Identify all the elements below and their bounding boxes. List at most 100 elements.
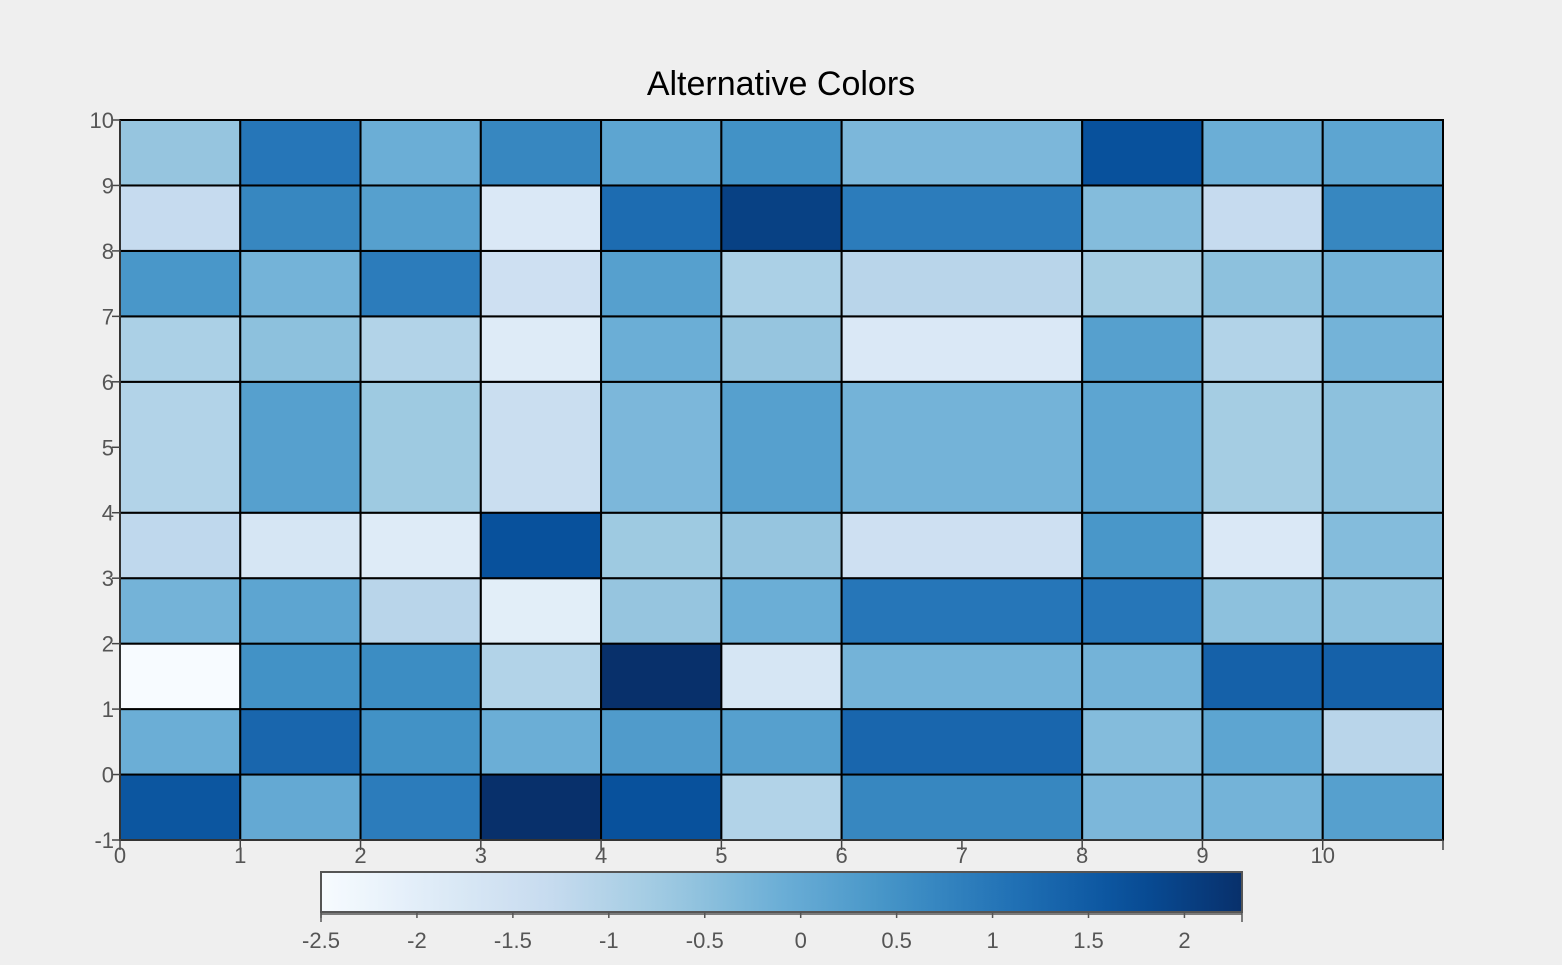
colorbar-tick-label: 1.5: [1073, 928, 1104, 953]
heatmap-cell: [1321, 380, 1445, 514]
y-tick-label: 1: [102, 697, 114, 722]
y-tick-label: 10: [90, 108, 114, 133]
heatmap-cell: [359, 184, 482, 252]
heatmap-cell: [720, 773, 843, 842]
heatmap-cell: [1321, 315, 1445, 383]
y-tick-label: 2: [102, 632, 114, 657]
heatmap-cell: [840, 708, 1084, 776]
heatmap-cell: [840, 642, 1084, 711]
heatmap-cell: [359, 511, 482, 580]
heatmap-cell: [239, 511, 362, 580]
heatmap-cell: [1321, 249, 1445, 318]
heatmap-cell: [479, 315, 603, 383]
x-tick-label: 3: [475, 843, 487, 868]
heatmap-cell: [720, 642, 843, 711]
heatmap-cell: [359, 773, 482, 842]
heatmap-cell: [840, 315, 1084, 383]
heatmap-cell: [720, 577, 843, 645]
heatmap-cell: [479, 708, 603, 776]
heatmap-cell: [1081, 773, 1204, 842]
heatmap-cell: [1081, 642, 1204, 711]
heatmap-cell: [239, 642, 362, 711]
heatmap-cell: [600, 773, 723, 842]
heatmap-cell: [479, 577, 603, 645]
x-tick-label: 6: [836, 843, 848, 868]
heatmap-cell: [600, 708, 723, 776]
colorbar-tick-label: 2: [1178, 928, 1190, 953]
y-tick-label: 7: [102, 304, 114, 329]
heatmap-cell: [600, 577, 723, 645]
y-tick-label: 0: [102, 763, 114, 788]
heatmap-cell: [840, 119, 1084, 187]
x-tick-label: 7: [956, 843, 968, 868]
heatmap-cell: [840, 184, 1084, 252]
y-tick-label: 9: [102, 173, 114, 198]
heatmap-cell: [479, 642, 603, 711]
heatmap-cell: [239, 773, 362, 842]
heatmap-cell: [1201, 315, 1324, 383]
heatmap-cell: [720, 249, 843, 318]
heatmap-cell: [479, 380, 603, 514]
heatmap-cell: [119, 184, 242, 252]
heatmap-cell: [239, 119, 362, 187]
colorbar-tick-label: 0: [795, 928, 807, 953]
heatmap-cell: [119, 511, 242, 580]
colorbar-tick-label: -2.5: [302, 928, 340, 953]
heatmap-cell: [119, 119, 242, 187]
y-tick-label: -1: [94, 828, 114, 853]
heatmap-cell: [479, 184, 603, 252]
heatmap-cell: [239, 184, 362, 252]
heatmap-cell: [600, 380, 723, 514]
heatmap-cell: [600, 642, 723, 711]
x-tick-label: 1: [234, 843, 246, 868]
y-tick-label: 5: [102, 435, 114, 460]
heatmap-cell: [119, 380, 242, 514]
heatmap-cell: [1201, 577, 1324, 645]
colorbar-tick-label: -2: [407, 928, 427, 953]
heatmap-cell: [1321, 511, 1445, 580]
heatmap-cell: [359, 642, 482, 711]
heatmap-cell: [1201, 184, 1324, 252]
heatmap-cell: [479, 773, 603, 842]
x-tick-label: 8: [1076, 843, 1088, 868]
heatmap-cell: [479, 249, 603, 318]
heatmap-cell: [1321, 773, 1445, 842]
colorbar-tick-label: -0.5: [686, 928, 724, 953]
heatmap-cell: [359, 577, 482, 645]
heatmap-cell: [119, 642, 242, 711]
heatmap-cell: [119, 773, 242, 842]
colorbar-tick-label: 0.5: [881, 928, 912, 953]
y-tick-label: 4: [102, 501, 114, 526]
heatmap-cell: [600, 184, 723, 252]
x-tick-label: 2: [354, 843, 366, 868]
heatmap-cell: [359, 708, 482, 776]
heatmap-cell: [239, 249, 362, 318]
heatmap-cell: [1081, 249, 1204, 318]
heatmap-cell: [720, 315, 843, 383]
heatmap-cell: [1081, 380, 1204, 514]
heatmap-cell: [119, 315, 242, 383]
heatmap-cell: [1201, 249, 1324, 318]
heatmap-cell: [720, 380, 843, 514]
heatmap-cell: [1201, 380, 1324, 514]
y-tick-label: 3: [102, 566, 114, 591]
colorbar-tick-label: 1: [986, 928, 998, 953]
x-tick-label: 9: [1196, 843, 1208, 868]
heatmap-cell: [720, 708, 843, 776]
heatmap-cell: [239, 577, 362, 645]
y-tick-label: 8: [102, 239, 114, 264]
colorbar-tick-label: -1.5: [494, 928, 532, 953]
y-tick-label: 6: [102, 370, 114, 395]
heatmap-cell: [600, 249, 723, 318]
heatmap-cell: [720, 511, 843, 580]
heatmap-cell: [600, 119, 723, 187]
chart-title: Alternative Colors: [647, 65, 915, 103]
heatmap-cell: [359, 380, 482, 514]
heatmap-cell: [239, 380, 362, 514]
heatmap-cell: [1081, 577, 1204, 645]
heatmap-cell: [1321, 708, 1445, 776]
y-axis: -1 0 1 2 3 4 5 6 7 8 9 10: [90, 108, 121, 853]
heatmap-cell: [1081, 708, 1204, 776]
